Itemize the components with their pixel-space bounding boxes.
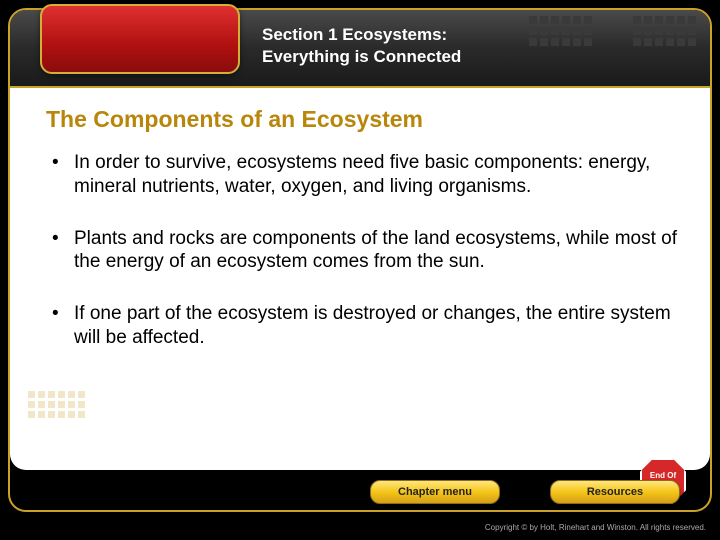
- bullet-item: If one part of the ecosystem is destroye…: [46, 302, 682, 350]
- bullet-item: Plants and rocks are components of the l…: [46, 227, 682, 275]
- slide-frame: Section 1 Ecosystems: Everything is Conn…: [8, 8, 712, 512]
- chapter-badge: [40, 4, 240, 74]
- bullet-list: In order to survive, ecosystems need fiv…: [46, 151, 682, 350]
- chapter-menu-button[interactable]: Chapter menu: [370, 480, 500, 504]
- chapter-menu-label: Chapter menu: [398, 486, 472, 498]
- copyright-text: Copyright © by Holt, Rinehart and Winsto…: [485, 523, 706, 532]
- resources-label: Resources: [587, 486, 643, 498]
- slide-content: The Components of an Ecosystem In order …: [10, 88, 710, 470]
- decorative-dots-top-right: [633, 16, 696, 46]
- slide-heading: The Components of an Ecosystem: [46, 106, 682, 133]
- resources-button[interactable]: Resources: [550, 480, 680, 504]
- section-line-2: Everything is Connected: [262, 46, 461, 68]
- section-line-1: Section 1 Ecosystems:: [262, 24, 461, 46]
- decorative-dots-bottom: [28, 391, 85, 418]
- header-bar: Section 1 Ecosystems: Everything is Conn…: [10, 10, 710, 88]
- decorative-dots-top-left: [529, 16, 592, 46]
- bullet-item: In order to survive, ecosystems need fiv…: [46, 151, 682, 199]
- section-title: Section 1 Ecosystems: Everything is Conn…: [262, 24, 461, 68]
- bottom-bar: End Of Slide Chapter menu Resources: [10, 470, 710, 510]
